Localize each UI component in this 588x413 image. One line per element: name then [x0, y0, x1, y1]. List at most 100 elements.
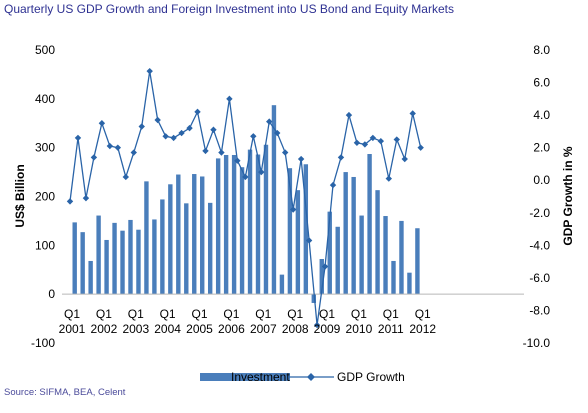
investment-bar — [72, 222, 77, 295]
gdp-growth-point — [345, 111, 353, 119]
legend: Investment GDP Growth — [200, 370, 405, 384]
gdp-growth-point — [393, 136, 400, 143]
investment-bar — [152, 219, 157, 295]
gdp-growth-point — [369, 134, 377, 142]
x-axis-quarter-label: Q1 — [383, 307, 399, 321]
x-axis-quarter-label: Q1 — [255, 307, 271, 321]
x-axis-quarter-label: Q1 — [191, 307, 207, 321]
investment-bar — [407, 272, 412, 295]
x-axis-year-label: 2005 — [186, 322, 213, 336]
gdp-growth-point — [186, 124, 193, 132]
investment-bar — [80, 232, 85, 295]
investment-bar — [399, 220, 404, 295]
investment-bar — [327, 211, 332, 295]
gdp-growth-point — [122, 173, 129, 181]
investment-bar — [287, 168, 293, 295]
investment-bar — [367, 154, 372, 295]
gdp-growth-point — [202, 147, 209, 155]
left-axis-ticks: 500 400 300 200 100 0 -100 — [31, 43, 55, 350]
gdp-growth-point — [361, 141, 369, 148]
investment-bar — [375, 190, 380, 295]
investment-bar — [351, 176, 356, 295]
investment-bar — [231, 154, 237, 295]
investment-bar — [223, 154, 229, 295]
right-axis-tick-label: -6.0 — [529, 271, 550, 285]
x-axis-quarter-label: Q1 — [96, 307, 112, 321]
x-axis-quarter-label: Q1 — [64, 307, 80, 321]
gdp-growth-point — [138, 123, 145, 130]
investment-bar — [239, 167, 245, 295]
investment-bar — [335, 226, 340, 295]
right-axis-tick-label: 2.0 — [533, 141, 550, 155]
x-axis-year-label: 2012 — [409, 322, 436, 336]
investment-bar — [247, 149, 253, 295]
right-axis-tick-label: -4.0 — [529, 238, 550, 252]
investment-bar — [88, 260, 93, 295]
investment-bar — [311, 294, 316, 303]
investment-bar — [120, 230, 125, 295]
investment-bar — [160, 199, 165, 295]
gdp-growth-point — [154, 116, 161, 124]
gdp-growth-point — [409, 110, 416, 117]
investment-bar — [112, 222, 117, 295]
x-axis-year-label: 2007 — [250, 322, 277, 336]
left-axis-title: US$ Billion — [13, 164, 27, 227]
x-axis-year-label: 2002 — [91, 322, 118, 336]
investment-bar — [128, 219, 133, 295]
investment-bar — [271, 105, 277, 295]
investment-bar — [144, 181, 149, 295]
left-axis-tick-label: -100 — [31, 336, 55, 350]
gdp-growth-point — [178, 129, 185, 137]
legend-investment-swatch — [200, 373, 290, 381]
gdp-growth-point — [234, 157, 241, 164]
gdp-growth-point — [82, 194, 90, 202]
gdp-growth-point — [258, 168, 265, 176]
gdp-growth-point — [90, 154, 98, 161]
investment-bar — [168, 184, 173, 295]
x-axis-ticks: Q12001Q12002Q12003Q12004Q12005Q12006Q120… — [59, 307, 437, 336]
right-axis-tick-label: 0.0 — [533, 173, 550, 187]
right-axis-tick-label: 6.0 — [533, 76, 550, 90]
left-axis-tick-label: 100 — [35, 238, 55, 252]
x-axis-year-label: 2003 — [122, 322, 149, 336]
left-axis-tick-label: 300 — [35, 141, 55, 155]
investment-bar — [255, 154, 261, 295]
x-axis-year-label: 2006 — [218, 322, 245, 336]
left-axis-tick-label: 400 — [35, 92, 55, 106]
gdp-growth-point — [226, 95, 233, 103]
x-axis-quarter-label: Q1 — [128, 307, 144, 321]
gdp-growth-point — [106, 142, 114, 150]
right-axis-tick-label: -8.0 — [529, 303, 550, 317]
left-axis-tick-label: 200 — [35, 190, 55, 204]
gdp-growth-point — [242, 173, 249, 181]
investment-bar — [303, 164, 309, 295]
left-axis-tick-label: 0 — [48, 287, 55, 301]
x-axis-quarter-label: Q1 — [287, 307, 303, 321]
gdp-growth-point — [337, 154, 345, 161]
x-axis-year-label: 2004 — [154, 322, 181, 336]
investment-bar — [359, 215, 364, 295]
gdp-growth-point — [305, 237, 313, 244]
gdp-growth-point — [353, 139, 361, 146]
legend-gdp-label: GDP Growth — [337, 370, 405, 384]
x-axis-year-label: 2011 — [378, 322, 404, 336]
investment-bar — [184, 203, 189, 295]
gdp-growth-point — [385, 175, 392, 182]
gdp-growth-point — [66, 198, 74, 205]
investment-bar — [415, 228, 420, 295]
gdp-growth-point — [194, 108, 201, 116]
left-axis-tick-label: 500 — [35, 43, 55, 57]
gdp-growth-point — [146, 67, 153, 75]
investment-bar — [192, 174, 197, 295]
x-axis-year-label: 2008 — [282, 322, 309, 336]
investment-bar — [96, 215, 101, 295]
x-axis-year-label: 2009 — [314, 322, 341, 336]
investment-bar — [319, 259, 324, 295]
right-axis-tick-label: -10.0 — [523, 336, 551, 350]
investment-bar — [104, 239, 109, 295]
gdp-growth-line — [66, 67, 424, 329]
right-axis-tick-label: 8.0 — [533, 43, 550, 57]
gdp-growth-point — [274, 129, 281, 137]
gdp-growth-point — [218, 149, 225, 156]
